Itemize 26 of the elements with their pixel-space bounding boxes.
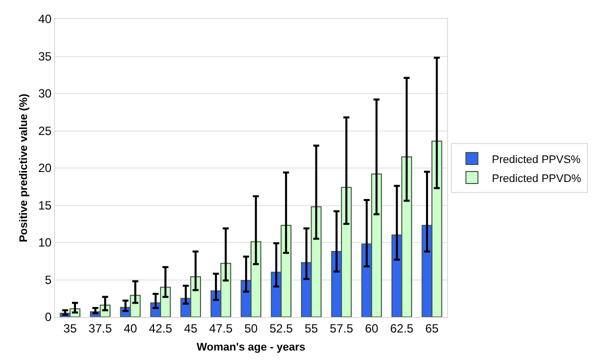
x-tick-label: 37.5 bbox=[88, 321, 112, 336]
y-tick-label: 20 bbox=[38, 161, 52, 176]
y-tick-label: 5 bbox=[44, 272, 52, 287]
x-tick-label: 55 bbox=[304, 321, 318, 336]
x-tick-label: 62.5 bbox=[390, 321, 414, 336]
x-tick-label: 35 bbox=[63, 321, 78, 336]
y-tick-label: 35 bbox=[38, 49, 52, 64]
legend-label: Predicted PPVS% bbox=[492, 154, 581, 166]
y-tick-label: 25 bbox=[38, 124, 52, 138]
x-tick-label: 42.5 bbox=[148, 321, 173, 336]
x-tick-label: 60 bbox=[364, 321, 379, 336]
y-tick-label: 15 bbox=[38, 198, 52, 212]
x-tick-label: 57.5 bbox=[330, 321, 354, 336]
x-tick-label: 45 bbox=[184, 321, 198, 336]
x-tick-label: 52.5 bbox=[269, 321, 294, 336]
legend-label: Predicted PPVD% bbox=[492, 172, 582, 185]
y-tick-label: 30 bbox=[38, 86, 52, 101]
x-axis-title: Woman's age - years bbox=[196, 342, 306, 354]
y-tick-label: 40 bbox=[38, 12, 52, 26]
y-axis-title: Positive predictive value (%) bbox=[18, 93, 30, 242]
y-tick-label: 10 bbox=[38, 236, 52, 250]
x-tick-label: 50 bbox=[244, 321, 258, 336]
x-tick-label: 40 bbox=[124, 321, 138, 336]
y-tick-label: 0 bbox=[44, 310, 52, 324]
x-tick-label: 47.5 bbox=[209, 321, 233, 336]
x-tick-label: 65 bbox=[425, 321, 439, 336]
